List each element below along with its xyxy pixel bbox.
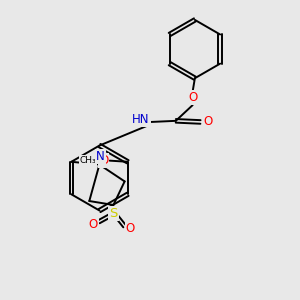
Text: O: O	[99, 154, 108, 167]
Text: HN: HN	[132, 113, 150, 126]
Text: O: O	[204, 116, 213, 128]
Text: O: O	[188, 91, 197, 104]
Text: CH₃: CH₃	[80, 156, 96, 165]
Text: O: O	[126, 222, 135, 235]
Text: S: S	[109, 207, 118, 220]
Text: O: O	[88, 218, 98, 230]
Text: N: N	[96, 150, 105, 163]
